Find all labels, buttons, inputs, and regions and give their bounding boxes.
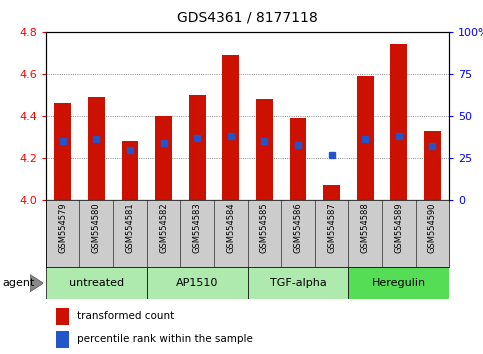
Text: TGF-alpha: TGF-alpha bbox=[270, 278, 327, 288]
Text: GSM554579: GSM554579 bbox=[58, 203, 67, 253]
Bar bbox=[46, 267, 147, 299]
Bar bbox=[348, 267, 449, 299]
Text: GSM554587: GSM554587 bbox=[327, 203, 336, 253]
Bar bbox=[289, 118, 306, 200]
Bar bbox=[222, 55, 239, 200]
Bar bbox=[256, 99, 273, 200]
Text: untreated: untreated bbox=[69, 278, 124, 288]
Bar bbox=[248, 267, 348, 299]
Bar bbox=[390, 45, 407, 200]
Bar bbox=[56, 308, 69, 325]
Bar bbox=[424, 131, 441, 200]
Bar bbox=[323, 185, 340, 200]
Bar bbox=[357, 76, 373, 200]
Text: GSM554585: GSM554585 bbox=[260, 203, 269, 253]
Text: GSM554586: GSM554586 bbox=[294, 203, 302, 253]
Text: AP1510: AP1510 bbox=[176, 278, 218, 288]
Bar bbox=[189, 95, 206, 200]
Bar bbox=[88, 97, 105, 200]
Bar bbox=[122, 141, 138, 200]
Text: GDS4361 / 8177118: GDS4361 / 8177118 bbox=[177, 11, 318, 25]
Text: GSM554582: GSM554582 bbox=[159, 203, 168, 253]
Bar bbox=[155, 116, 172, 200]
Text: agent: agent bbox=[2, 278, 35, 288]
Bar bbox=[54, 103, 71, 200]
Bar bbox=[147, 267, 248, 299]
Text: GSM554581: GSM554581 bbox=[126, 203, 134, 253]
Text: GSM554588: GSM554588 bbox=[361, 203, 369, 253]
Polygon shape bbox=[30, 275, 43, 292]
Text: Heregulin: Heregulin bbox=[372, 278, 426, 288]
Text: GSM554583: GSM554583 bbox=[193, 203, 201, 253]
Text: transformed count: transformed count bbox=[77, 311, 174, 321]
Text: GSM554584: GSM554584 bbox=[226, 203, 235, 253]
Text: GSM554590: GSM554590 bbox=[428, 203, 437, 253]
Text: percentile rank within the sample: percentile rank within the sample bbox=[77, 334, 253, 344]
Text: GSM554589: GSM554589 bbox=[394, 203, 403, 253]
Bar bbox=[56, 331, 69, 348]
Text: GSM554580: GSM554580 bbox=[92, 203, 101, 253]
